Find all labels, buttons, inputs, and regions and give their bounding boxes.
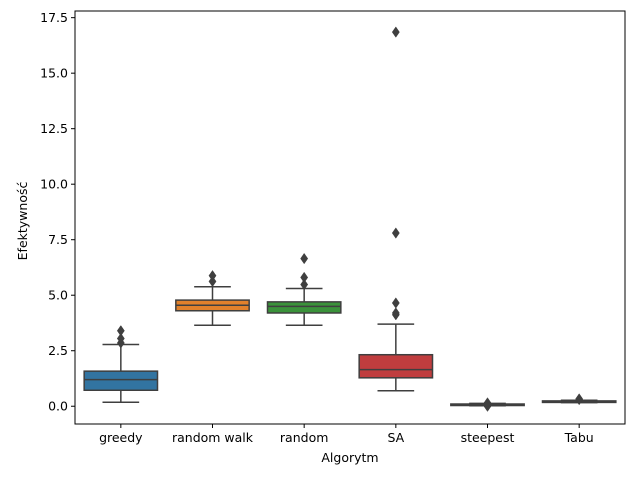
y-tick-label: 12.5 [40, 121, 68, 136]
y-tick-label: 5.0 [48, 288, 68, 303]
outlier-point [391, 297, 400, 309]
outlier-point [208, 270, 217, 282]
box-iqr [358, 353, 434, 379]
x-axis: greedy random walk random SA steepest Tabu [99, 424, 594, 445]
outlier-point [391, 307, 400, 319]
box-random [266, 252, 342, 326]
x-tick-label: random walk [172, 430, 254, 445]
box-tabu [541, 393, 617, 406]
plot-area [74, 10, 626, 425]
outlier-point [391, 26, 400, 38]
box-random-walk [175, 270, 250, 326]
y-tick-label: 0.0 [48, 399, 68, 414]
box-sa [358, 26, 434, 392]
x-tick-label: greedy [99, 430, 143, 445]
x-tick-label: Tabu [564, 430, 594, 445]
y-tick-label: 17.5 [40, 10, 68, 25]
x-tick-label: SA [387, 430, 404, 445]
outlier-point [300, 252, 309, 265]
box-iqr [83, 370, 159, 391]
box-greedy [83, 325, 159, 403]
outlier-point [208, 275, 217, 288]
y-axis-label: Efektywność [15, 182, 30, 261]
x-tick-label: steepest [461, 430, 515, 445]
y-tick-label: 15.0 [40, 66, 68, 81]
y-tick-label: 2.5 [48, 343, 68, 358]
box-steepest [450, 397, 525, 412]
plot-frame [74, 10, 626, 425]
outlier-point [300, 278, 309, 291]
outlier-point [300, 271, 309, 284]
y-tick-label: 10.0 [40, 177, 68, 192]
outlier-point [116, 332, 125, 345]
x-axis-label: Algorytm [321, 450, 378, 465]
outlier-point [391, 227, 400, 239]
y-tick-label: 7.5 [48, 232, 68, 247]
box-iqr [266, 301, 342, 314]
outlier-point [116, 325, 125, 337]
outlier-point [483, 397, 492, 409]
x-tick-label: random [280, 430, 328, 445]
y-axis: 0.0 2.5 5.0 7.5 10.0 12.5 15.0 17.5 [40, 10, 75, 414]
outlier-point [575, 393, 584, 405]
